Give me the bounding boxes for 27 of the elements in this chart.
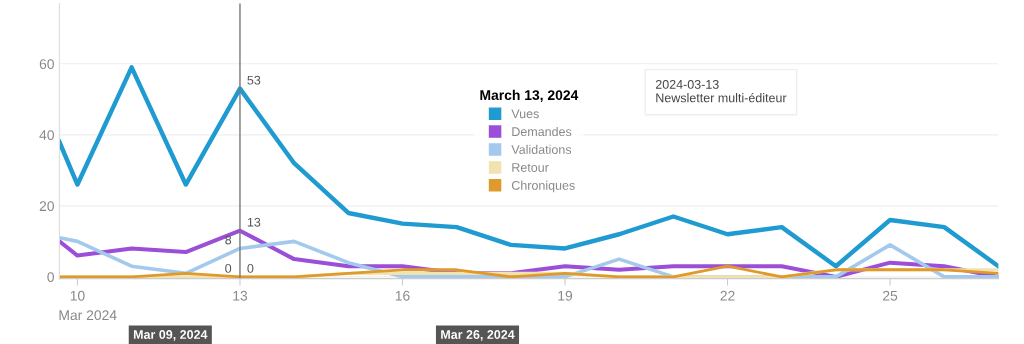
annotation: Newsletter multi-éditeur [656,92,787,103]
legend-title: March 13, 2024 [480,89,579,103]
x-tick-label: 25 [883,290,898,301]
x-tick-label: 13 [233,290,248,301]
y-tick-label: 60 [39,59,54,69]
annotation: 2024-03-13 [655,79,719,89]
legend-label: Chroniques [511,180,575,193]
data-label: 0 [247,263,254,273]
text: Mar 09, 2024 [133,330,208,341]
legend-label: Validations [511,144,572,154]
y-tick-label: 0 [47,272,54,283]
data-label: 0 [225,263,232,273]
y-tick-label: 40 [39,130,54,140]
line-series [59,264,999,279]
y-tick-label: 20 [39,201,54,212]
x-tick-label: 19 [558,290,573,301]
legend-label: Vues [511,109,539,119]
x-tick-label: 22 [720,290,735,301]
data-label: 53 [247,75,261,85]
x-tick-label: 16 [395,290,410,301]
legend-label: Retour [512,163,549,172]
x-tick-label: 10 [70,290,85,301]
text: Mar 2024 [59,310,117,321]
legend-label: Demandes [512,126,572,137]
data-label: 13 [247,217,261,227]
text: Mar 26, 2024 [441,330,515,341]
data-label: 8 [225,235,232,245]
